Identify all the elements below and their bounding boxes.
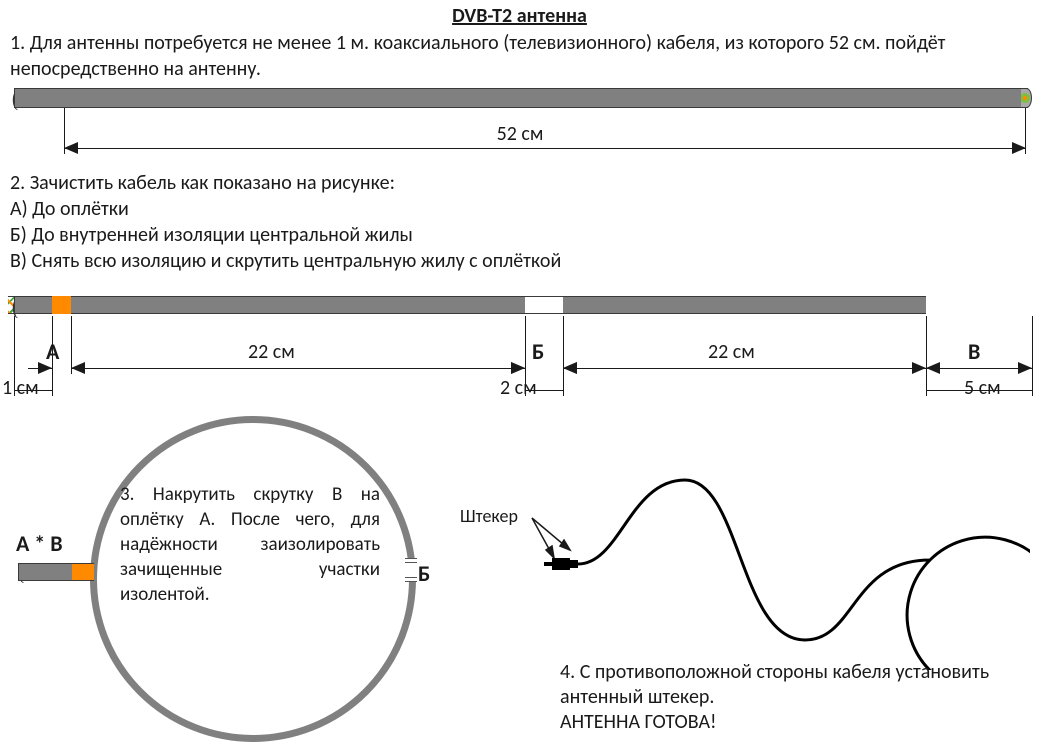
step3-text: 3. Накрутить скрутку В на оплётку А. Пос…: [120, 482, 380, 607]
feed-cable-jacket: [18, 563, 74, 581]
feed-cable-joint: [72, 563, 94, 581]
step2-line-c: В) Снять всю изоляцию и скрутить централ…: [10, 248, 1028, 274]
dim-extension: [563, 316, 564, 396]
dim-extension: [52, 316, 53, 396]
gap-label-B: Б: [418, 560, 430, 587]
cable-jacket: [14, 88, 1028, 108]
marker-V: В: [968, 338, 980, 365]
dim-label-22cm-right: 22 см: [708, 340, 755, 364]
step2-line-a: А) До оплётки: [10, 196, 1028, 222]
dim-label-5cm: 5 см: [964, 376, 1001, 400]
dim-extension: [1032, 316, 1033, 396]
figure-3-ring: ❨ А * В Б 3. Накрутить скрутку В на оплё…: [8, 416, 448, 742]
dim-arrowhead-icon: [511, 362, 525, 374]
segment-jacket-mid1: [71, 296, 525, 314]
dim-label-1cm: 1 см: [2, 376, 39, 400]
step1-text: 1. Для антенны потребуется не менее 1 м.…: [10, 30, 1028, 82]
dim-label-22cm-left: 22 см: [248, 340, 295, 364]
dim-line: [64, 148, 1026, 149]
dim-arrowhead-icon: [912, 362, 926, 374]
cable-path: [578, 480, 1030, 670]
dim-arrowhead-icon: [926, 362, 940, 374]
figure-4-plug: Штекер 4. С противоположной стороны кабе…: [460, 450, 1030, 740]
step4-text: 4. С противоположной стороны кабеля уста…: [560, 660, 1020, 735]
dim-arrowhead-icon: [563, 362, 577, 374]
dim-line: [71, 368, 525, 369]
step2-text: 2. Зачистить кабель как показано на рису…: [10, 170, 1028, 274]
segment-jacket-left: [14, 296, 52, 314]
segment-dielectric-B: [525, 296, 563, 314]
dim-extension: [926, 316, 927, 396]
segment-jacket-mid2: [563, 296, 926, 314]
plug-cable-svg: [460, 450, 1030, 670]
dim-arrowhead-icon: [1018, 362, 1032, 374]
segment-braid-A: [52, 296, 71, 314]
joint-label-A-V: А * В: [16, 530, 63, 557]
cable-cross-section-icon: [1021, 88, 1032, 108]
page: DVB-T2 антенна 1. Для антенны потребуетс…: [0, 0, 1039, 742]
antenna-plug-icon: [544, 558, 578, 570]
dim-label-2cm: 2 см: [500, 376, 537, 400]
dim-label-total: 52 см: [8, 122, 1032, 146]
page-title: DVB-T2 антенна: [0, 4, 1039, 28]
figure-1-cable: ❨ 52 см: [8, 88, 1032, 163]
loop-gap-ends-icon: [405, 558, 417, 582]
dim-line: [563, 368, 926, 369]
dim-arrowhead-icon: [71, 362, 85, 374]
dim-line: [926, 368, 1032, 369]
step2-line-b: Б) До внутренней изоляции центральной жи…: [10, 222, 1028, 248]
step2-intro: 2. Зачистить кабель как показано на рису…: [10, 170, 1028, 196]
figure-2-stripped-cable: ❨ 22 см 22 см: [8, 296, 1032, 406]
leader-arrow-icon: [532, 518, 570, 558]
marker-B: Б: [532, 338, 544, 365]
